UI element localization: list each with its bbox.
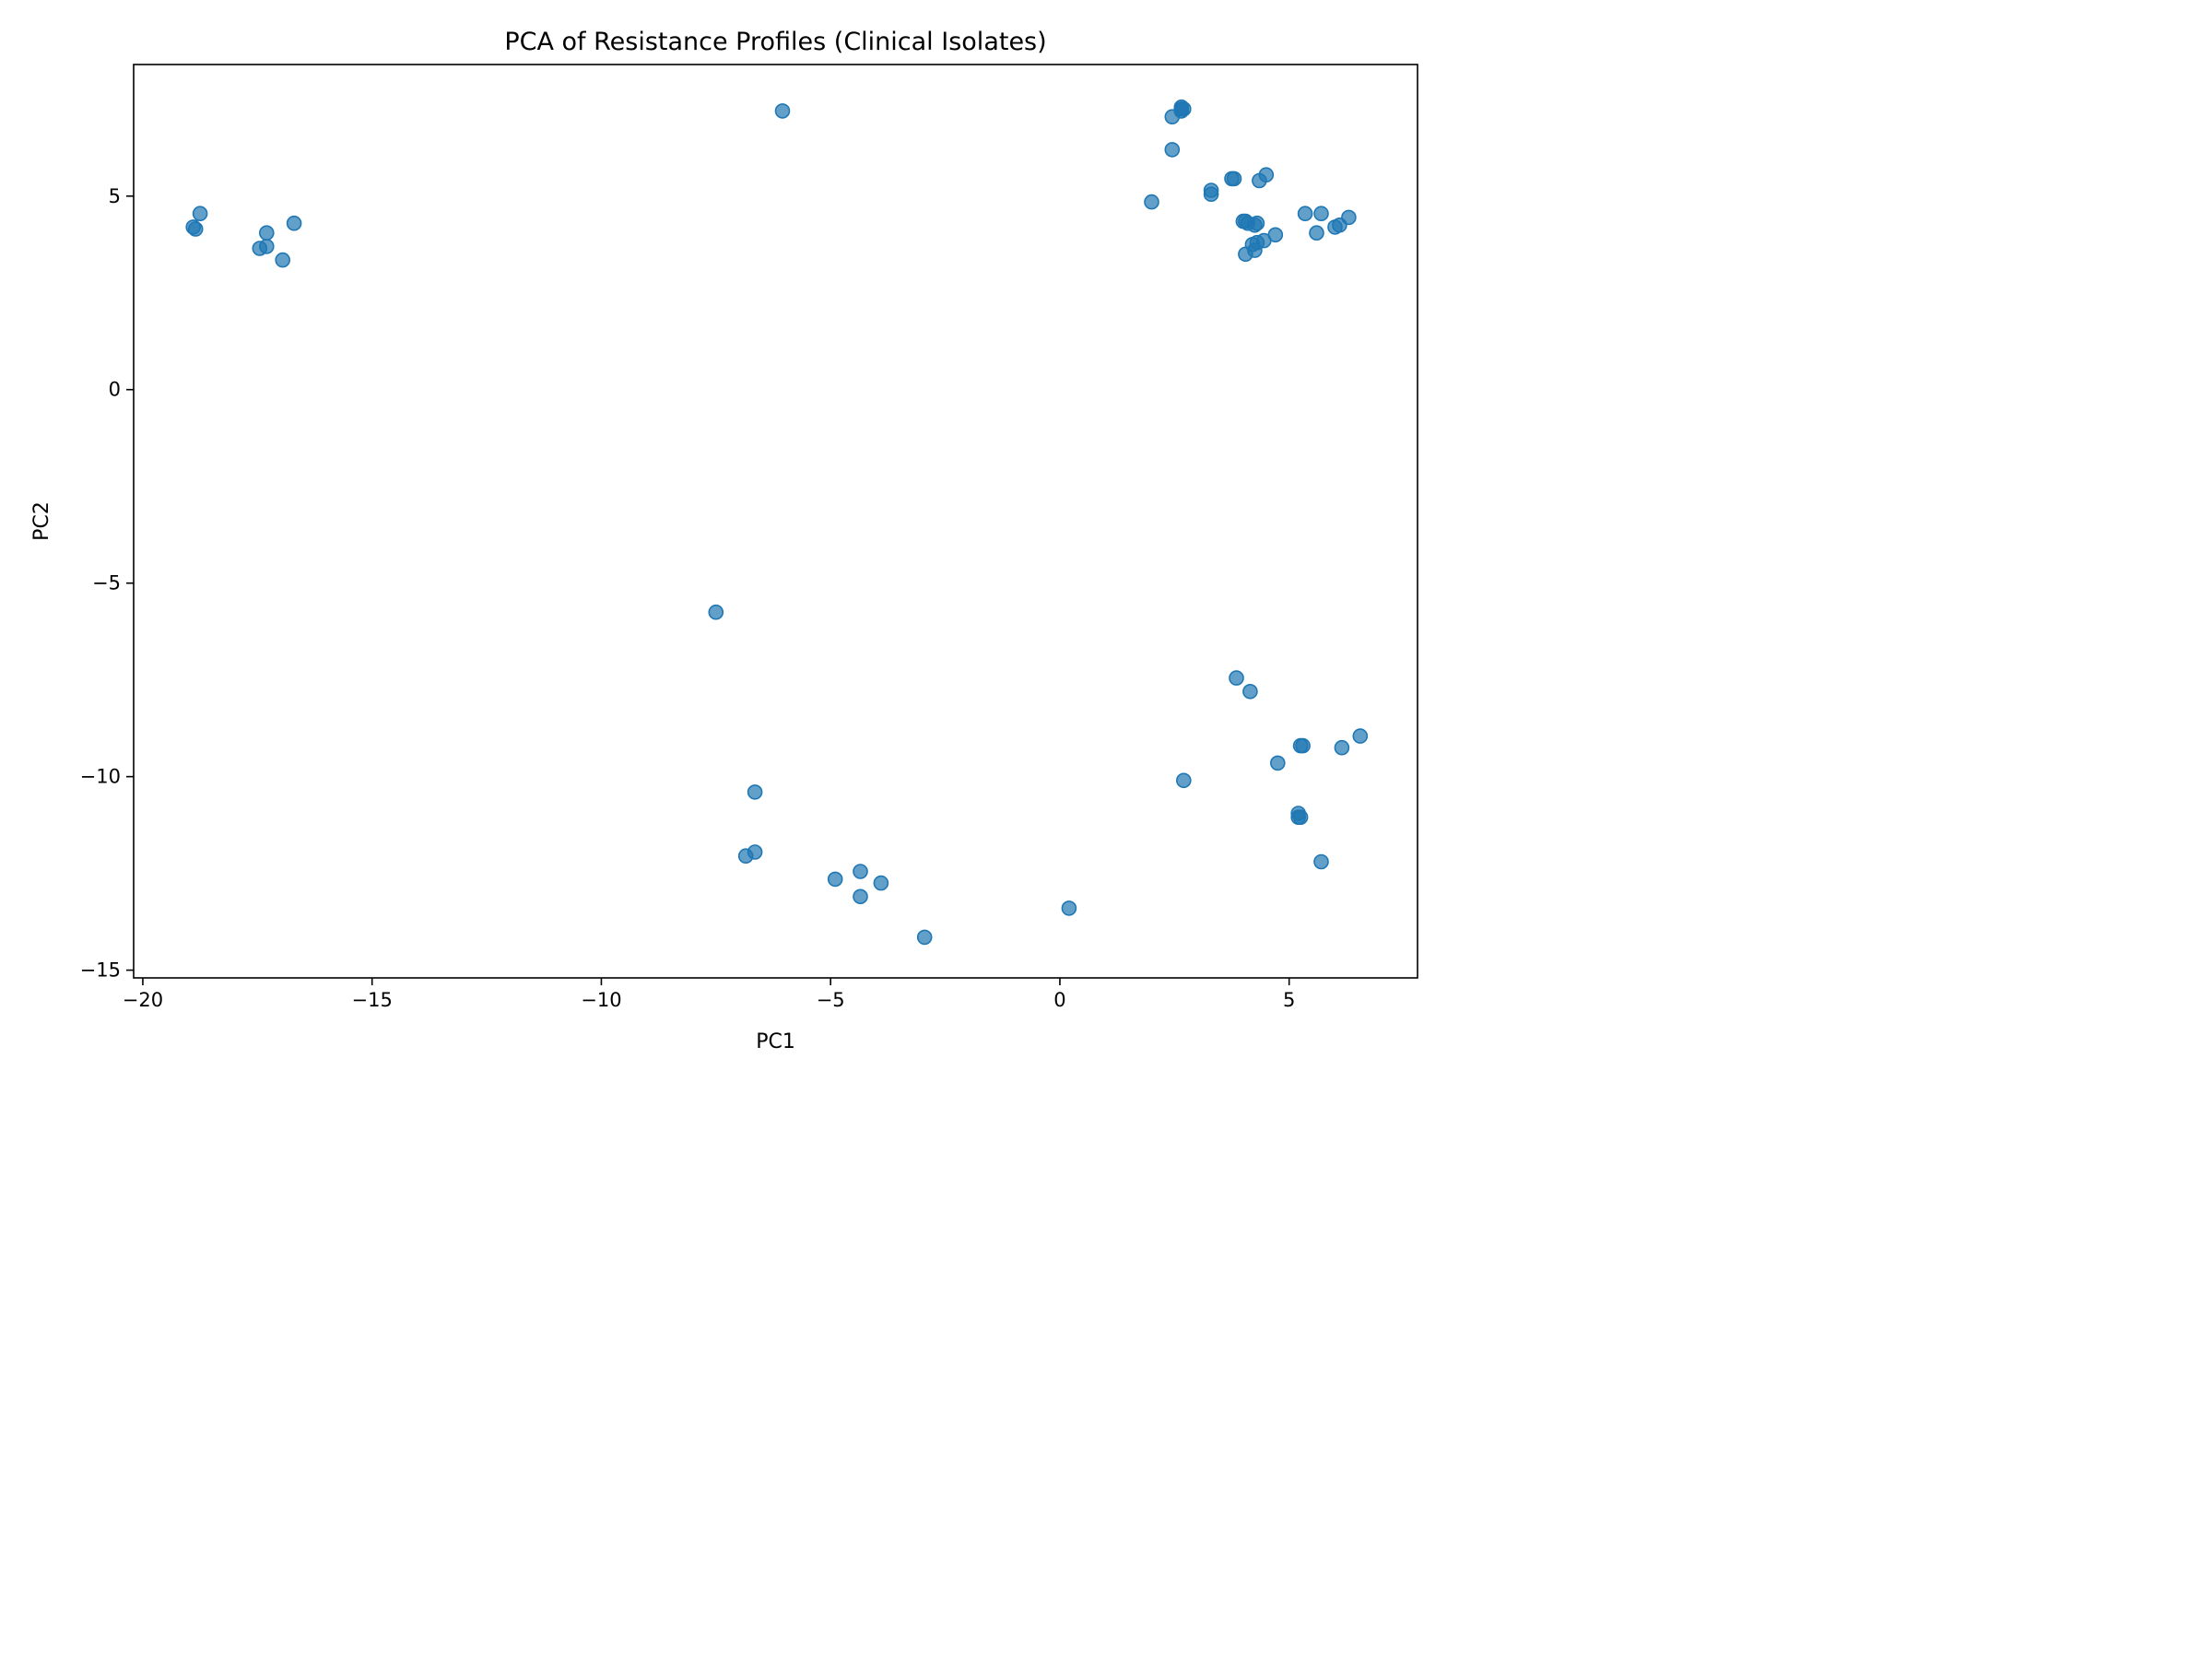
data-point-41 (1247, 242, 1263, 258)
y-tick-label-1: −10 (80, 766, 121, 788)
data-point-25 (1176, 101, 1192, 117)
x-axis-ticks: −20 −15 −10 −5 0 5 (123, 978, 1295, 1011)
data-point-48 (1341, 209, 1357, 226)
data-point-29 (1226, 171, 1242, 187)
data-point-7 (286, 215, 302, 231)
data-point-60 (1313, 853, 1329, 870)
data-point-34 (1249, 215, 1265, 231)
data-point-10 (747, 784, 763, 800)
data-point-44 (1313, 206, 1329, 221)
data-points (185, 99, 1369, 946)
x-tick-label-4: 0 (1053, 989, 1065, 1011)
data-point-2 (192, 206, 208, 221)
x-tick-label-0: −20 (123, 989, 163, 1011)
x-tick-label-3: −5 (817, 989, 845, 1011)
x-tick-label-1: −15 (352, 989, 393, 1011)
y-tick-label-2: −5 (92, 572, 121, 594)
data-point-45 (1309, 225, 1324, 241)
data-point-19 (1144, 194, 1159, 210)
pca-scatter-chart: −20 −15 −10 −5 0 5 −15−10−505 PCA of Resistan… (0, 0, 1445, 1084)
figure-background (0, 0, 1445, 1084)
y-tick-label-4: 5 (109, 185, 121, 207)
data-point-20 (1164, 142, 1181, 158)
data-point-12 (737, 848, 754, 865)
data-point-17 (916, 929, 933, 946)
data-point-18 (1061, 900, 1077, 916)
x-tick-label-2: −10 (581, 989, 621, 1011)
data-point-49 (1229, 670, 1244, 686)
data-point-9 (708, 604, 724, 620)
y-tick-label-3: 0 (109, 379, 121, 401)
data-point-50 (1242, 683, 1258, 700)
data-point-53 (1352, 728, 1369, 744)
data-point-27 (1203, 186, 1219, 202)
data-point-6 (275, 252, 291, 268)
data-point-8 (774, 103, 791, 119)
y-axis-ticks: −15 −10 −5 0 5 (80, 185, 134, 982)
data-point-59 (1292, 809, 1309, 826)
y-tick-label-0: −15 (80, 959, 121, 982)
data-point-36 (1258, 167, 1275, 182)
data-point-16 (853, 888, 868, 905)
data-point-56 (1176, 772, 1192, 789)
y-axis-label: PC2 (30, 501, 53, 541)
x-axis-label: PC1 (756, 1030, 795, 1053)
plot-frame (133, 64, 1418, 979)
data-point-42 (1267, 227, 1284, 243)
data-point-3 (258, 225, 275, 241)
data-point-14 (853, 864, 868, 879)
data-point-1 (187, 221, 204, 237)
data-point-13 (827, 871, 843, 888)
data-point-52 (1295, 737, 1311, 754)
data-point-55 (1270, 755, 1286, 771)
data-point-15 (873, 875, 889, 891)
data-point-5 (258, 239, 275, 254)
chart-title: PCA of Resistance Profiles (Clinical Iso… (504, 28, 1046, 56)
x-tick-label-5: 5 (1283, 989, 1295, 1011)
data-point-43 (1297, 206, 1313, 221)
data-point-54 (1334, 739, 1350, 756)
